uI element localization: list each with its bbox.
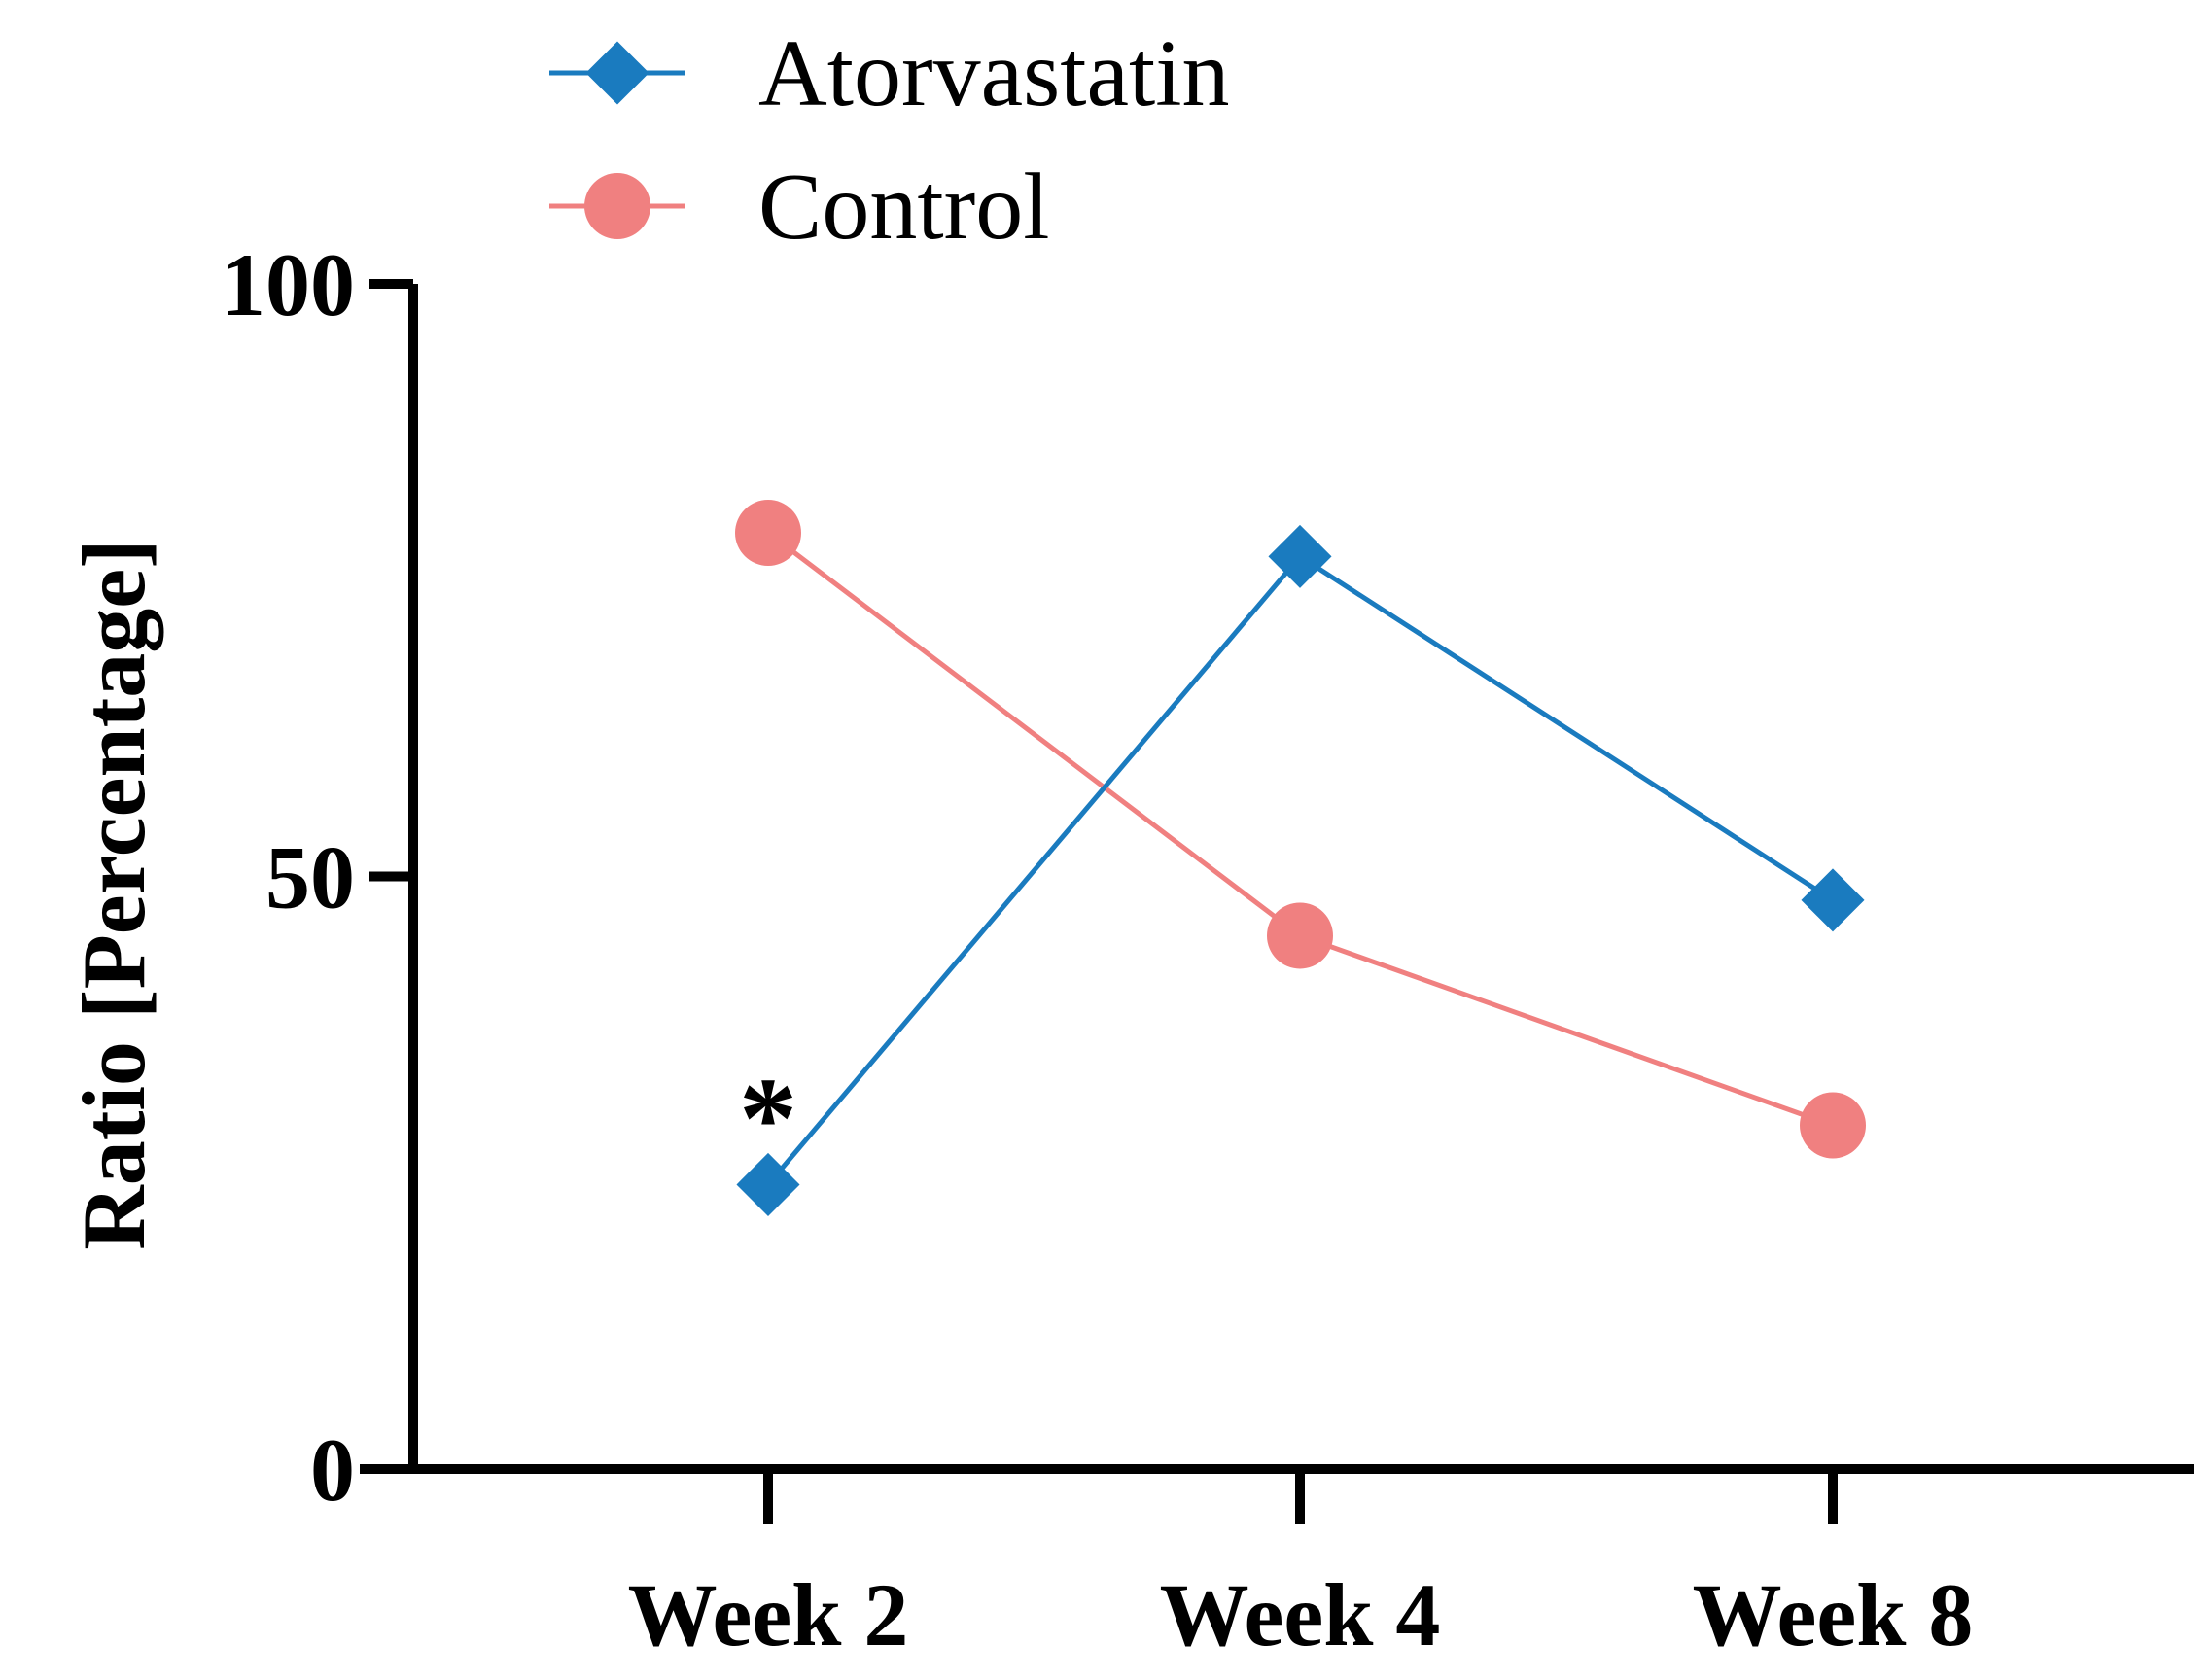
x-tick-label-week-2: Week 2 xyxy=(628,1565,909,1664)
legend: Atorvastatin Control xyxy=(549,21,1229,260)
series-control xyxy=(735,499,1866,1159)
legend-marker-control xyxy=(584,173,650,239)
series-atorvastatin xyxy=(736,524,1865,1216)
legend-marker-atorvastatin xyxy=(585,41,650,105)
y-tick-label-50: 50 xyxy=(265,828,355,928)
significance-marker: * xyxy=(739,1053,797,1182)
y-axis-label: Ratio [Percentage] xyxy=(64,539,163,1249)
point-control-week-4 xyxy=(1267,902,1333,969)
x-axis: Week 2 Week 4 Week 8 xyxy=(360,1464,2194,1664)
point-atorvastatin-week-4 xyxy=(1268,524,1332,588)
series-line-atorvastatin xyxy=(766,553,1835,1187)
point-atorvastatin-week-8 xyxy=(1801,868,1865,932)
legend-label-control: Control xyxy=(758,155,1049,260)
y-axis: Ratio [Percentage] 0 50 100 xyxy=(64,235,418,1520)
point-control-week-2 xyxy=(735,499,801,566)
annotations: * xyxy=(739,1053,797,1182)
series-line-control xyxy=(766,530,1834,1128)
legend-item-atorvastatin: Atorvastatin xyxy=(549,21,1229,126)
y-tick-label-0: 0 xyxy=(310,1420,355,1520)
plot-area xyxy=(735,499,1866,1216)
x-tick-label-week-4: Week 4 xyxy=(1160,1565,1441,1664)
y-tick-label-100: 100 xyxy=(221,235,355,334)
point-atorvastatin-week-2 xyxy=(736,1152,800,1216)
point-control-week-8 xyxy=(1800,1092,1866,1159)
legend-label-atorvastatin: Atorvastatin xyxy=(758,21,1229,126)
legend-item-control: Control xyxy=(549,155,1049,260)
x-tick-label-week-8: Week 8 xyxy=(1693,1565,1974,1664)
